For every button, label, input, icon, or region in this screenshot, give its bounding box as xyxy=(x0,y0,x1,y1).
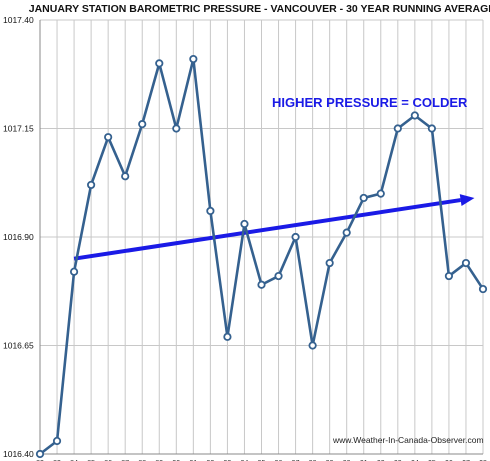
data-point xyxy=(172,124,181,133)
data-point xyxy=(461,258,471,268)
data-point xyxy=(52,436,62,446)
annotation-text: HIGHER PRESSURE = COLDER xyxy=(272,95,468,110)
trend-line xyxy=(73,198,461,261)
data-point xyxy=(121,172,130,181)
data-point xyxy=(223,332,232,341)
data-point xyxy=(189,54,198,64)
data-point xyxy=(325,258,334,268)
series-group xyxy=(35,54,488,459)
data-point xyxy=(155,59,164,68)
data-point xyxy=(35,449,45,459)
y-axis-ticks: 1016.40 1016.65 1016.90 1017.15 1017.40 xyxy=(3,15,34,459)
data-point xyxy=(206,206,215,216)
data-point xyxy=(478,284,488,294)
data-point xyxy=(138,120,147,129)
y-tick-label: 1016.90 xyxy=(3,232,34,242)
data-point xyxy=(240,219,249,229)
credit-text: www.Weather-In-Canada-Observer.com xyxy=(332,435,484,445)
y-tick-label: 1016.65 xyxy=(3,341,34,351)
data-point xyxy=(410,111,419,120)
trend-arrow-group xyxy=(73,194,475,261)
data-point xyxy=(393,124,402,133)
y-tick-label: 1016.40 xyxy=(3,449,34,459)
data-point xyxy=(308,341,317,350)
chart-title: JANUARY STATION BAROMETRIC PRESSURE - VA… xyxy=(29,3,490,15)
data-point xyxy=(359,193,368,203)
y-tick-label: 1017.40 xyxy=(3,15,34,25)
data-point xyxy=(376,189,385,198)
data-point xyxy=(69,267,79,276)
data-point xyxy=(274,271,283,281)
data-point xyxy=(444,271,454,281)
data-point xyxy=(104,133,113,142)
data-point xyxy=(291,232,300,242)
data-point xyxy=(87,180,96,190)
data-point xyxy=(427,124,436,133)
data-point xyxy=(342,228,351,237)
grid-lines xyxy=(39,19,484,455)
trend-arrow-head xyxy=(459,194,475,206)
data-point xyxy=(257,280,266,289)
y-tick-label: 1017.15 xyxy=(3,124,34,134)
